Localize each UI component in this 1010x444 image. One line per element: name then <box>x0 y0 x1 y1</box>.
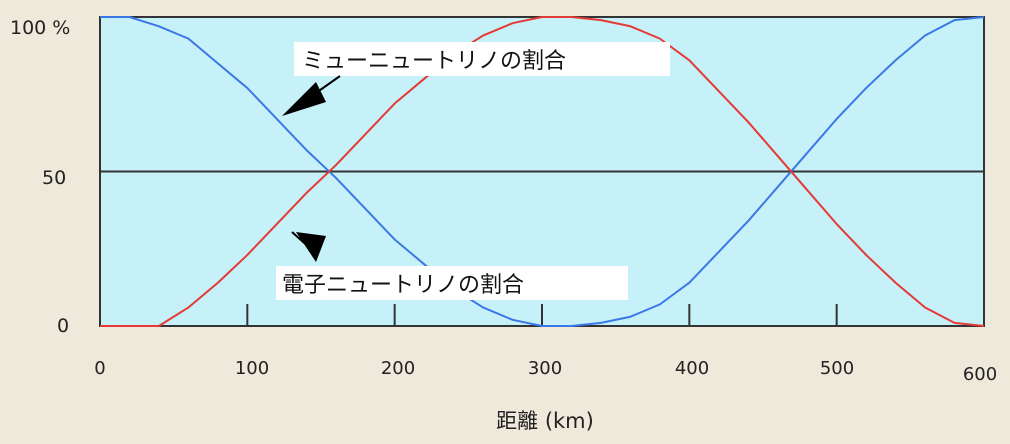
x-tick-label-600: 600 <box>963 364 997 385</box>
y-tick-labels: 100 % 50 0 <box>10 17 70 337</box>
series-line-blue <box>100 16 985 327</box>
annotation-arrow-head-muon <box>282 82 326 116</box>
x-tick-labels: 0 100 200 300 400 500 600 <box>94 358 997 385</box>
y-tick-label-0: 0 <box>57 315 69 337</box>
x-tick-label-400: 400 <box>675 358 709 379</box>
annotation-arrow-head-electron <box>296 232 326 262</box>
annotation-box-electron <box>276 266 628 300</box>
y-tick-label-100: 100 % <box>10 17 70 39</box>
x-tick-label-500: 500 <box>820 358 854 379</box>
series-line-red <box>100 16 985 327</box>
x-tick-label-100: 100 <box>235 358 269 379</box>
annotation-electron-label: 電子ニュートリノの割合 <box>282 273 524 298</box>
x-tick-label-0: 0 <box>94 358 105 379</box>
x-tick-group <box>246 304 838 326</box>
x-tick-label-300: 300 <box>528 358 562 379</box>
x-axis-label: 距離 (km) <box>496 409 594 433</box>
series-group <box>100 16 985 327</box>
y-tick-label-50: 50 <box>42 167 66 189</box>
x-tick-label-200: 200 <box>381 358 415 379</box>
annotation-muon-label: ミューニュートリノの割合 <box>302 49 566 74</box>
annotation-box-muon <box>294 42 670 76</box>
